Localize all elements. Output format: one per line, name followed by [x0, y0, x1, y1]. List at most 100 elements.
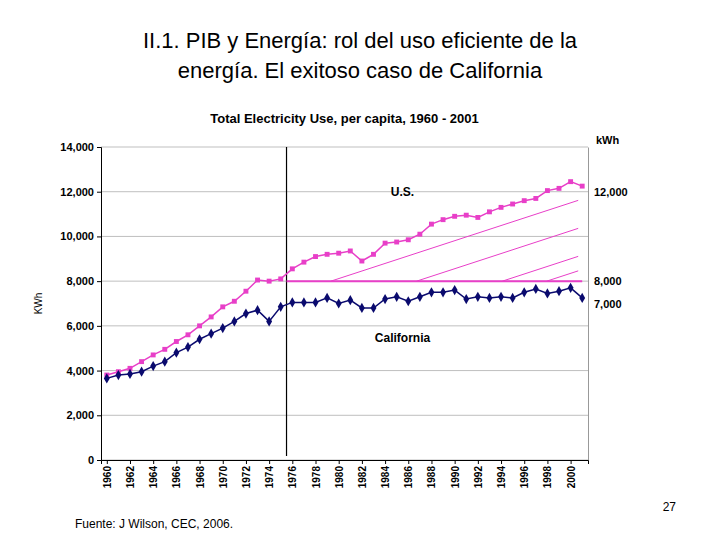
series-marker — [243, 289, 248, 294]
x-tick: 1988 — [426, 460, 437, 488]
series-marker — [417, 232, 422, 237]
series-marker — [197, 334, 203, 344]
series-marker — [255, 305, 261, 315]
series-marker — [568, 283, 574, 293]
series-marker — [267, 279, 272, 284]
x-tick-mark — [478, 460, 479, 464]
series-marker — [324, 293, 330, 303]
x-tick: 1970 — [218, 460, 229, 488]
series-marker — [545, 188, 550, 193]
series-marker — [255, 278, 260, 283]
grid-line — [101, 370, 588, 371]
y-tick-mark — [97, 326, 101, 327]
x-tick-label: 1978 — [311, 466, 322, 489]
x-tick: 1990 — [450, 460, 461, 488]
x-tick-mark — [524, 460, 525, 464]
series-marker — [185, 342, 191, 352]
series-marker — [498, 292, 504, 302]
chart-title: Total Electricity Use, per capita, 1960 … — [210, 111, 479, 126]
x-tick-mark — [107, 460, 108, 464]
y-tick: 12,000 — [60, 186, 101, 198]
y-tick-mark — [97, 460, 101, 461]
y2-tick-label: 7,000 — [594, 298, 622, 310]
series-marker — [556, 286, 562, 296]
series-marker — [499, 205, 504, 210]
x-tick-label: 1992 — [473, 466, 484, 489]
series-marker — [568, 179, 573, 184]
series-marker — [382, 294, 388, 304]
y2-tick: 8,000 — [588, 275, 622, 287]
series-marker — [359, 259, 364, 264]
x-tick-mark — [200, 460, 201, 464]
series-marker — [139, 367, 145, 377]
y-tick-mark — [97, 147, 101, 148]
y-axis-title: KWh — [33, 293, 44, 315]
grid-line — [101, 415, 588, 416]
hatch-line — [547, 271, 578, 281]
series-marker — [452, 214, 457, 219]
x-tick-label: 1964 — [148, 466, 159, 489]
series-marker — [115, 370, 121, 380]
series-marker — [464, 213, 469, 218]
series-line — [107, 288, 582, 379]
x-tick: 1964 — [148, 460, 159, 488]
series-marker — [162, 347, 167, 352]
x-tick: 2000 — [566, 460, 577, 488]
series-marker — [325, 252, 330, 257]
x-tick: 1978 — [311, 460, 322, 488]
series-marker — [150, 361, 156, 371]
x-axis-line — [102, 461, 589, 465]
series-marker — [127, 369, 133, 379]
reference-line-vertical — [286, 147, 287, 456]
series-marker — [301, 297, 307, 307]
x-tick-mark — [316, 460, 317, 464]
series-marker — [533, 284, 539, 294]
y-tick-label: 4,000 — [66, 365, 94, 377]
x-tick-mark — [571, 460, 572, 464]
series-marker — [347, 295, 353, 305]
x-tick: 1962 — [125, 460, 136, 488]
x-tick: 1994 — [496, 460, 507, 488]
series-marker — [186, 332, 191, 337]
hatch-line — [331, 200, 578, 281]
y-tick-label: 6,000 — [66, 320, 94, 332]
series-marker — [197, 323, 202, 328]
x-tick: 1966 — [171, 460, 182, 488]
series-marker — [243, 308, 249, 318]
x-tick-label: 1976 — [287, 466, 298, 489]
series-marker — [348, 249, 353, 254]
x-tick: 1984 — [380, 460, 391, 488]
x-tick-label: 2000 — [566, 466, 577, 489]
x-tick-mark — [408, 460, 409, 464]
series-marker — [429, 287, 435, 297]
x-tick-label: 1990 — [450, 466, 461, 489]
x-tick-mark — [153, 460, 154, 464]
series-marker — [220, 323, 226, 333]
series-marker — [533, 196, 538, 201]
plot-area — [104, 147, 585, 456]
x-tick-label: 1972 — [241, 466, 252, 489]
series-marker — [510, 202, 515, 207]
x-tick-mark — [362, 460, 363, 464]
annotation: U.S. — [391, 185, 414, 199]
x-tick-mark — [269, 460, 270, 464]
reference-line-horizontal — [287, 280, 583, 282]
y-tick-mark — [97, 281, 101, 282]
y-tick-label: 2,000 — [66, 409, 94, 421]
y-tick-label: 8,000 — [66, 275, 94, 287]
y2-axis-line — [588, 148, 589, 461]
series-marker — [173, 348, 179, 358]
slide-title-line: II.1. PIB y Energía: rol del uso eficien… — [143, 28, 578, 53]
series-marker — [441, 217, 446, 222]
x-tick-mark — [431, 460, 432, 464]
x-tick-label: 1974 — [264, 466, 275, 489]
series-marker — [522, 198, 527, 203]
series-marker — [406, 237, 411, 242]
y2-axis: 7,000 8,000 12,000 — [588, 148, 628, 461]
annotation: California — [375, 331, 431, 345]
x-tick-label: 1970 — [218, 466, 229, 489]
series-marker — [371, 303, 377, 313]
x-tick-label: 1994 — [496, 466, 507, 489]
y2-tick-label: 12,000 — [594, 186, 628, 198]
series-marker — [452, 285, 458, 295]
